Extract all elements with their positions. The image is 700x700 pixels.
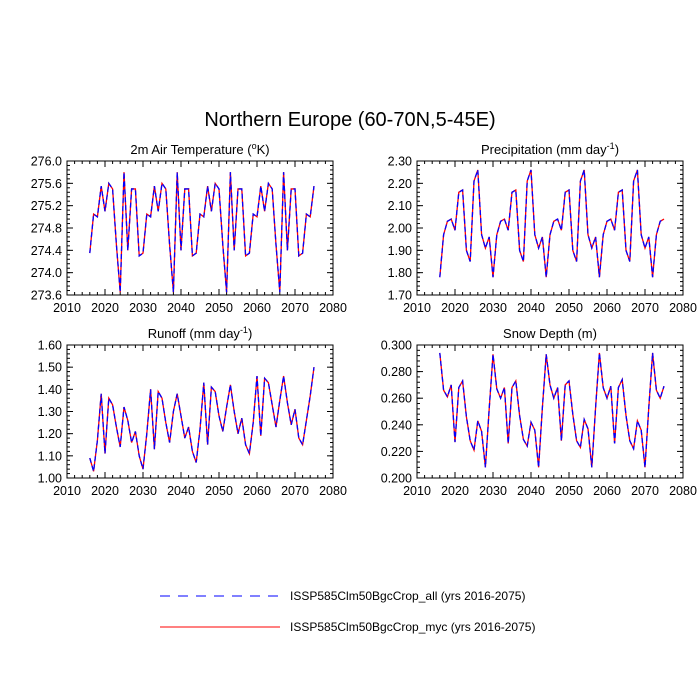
x-tick-label: 2050 — [205, 484, 233, 498]
x-tick-label: 2080 — [319, 484, 347, 498]
x-tick-label: 2040 — [167, 301, 195, 315]
y-tick-label: 2.30 — [388, 155, 412, 169]
panel-title: 2m Air Temperature (oK) — [130, 141, 269, 157]
legend-label: ISSP585Clm50BgcCrop_all (yrs 2016-2075) — [290, 589, 525, 603]
y-tick-label: 276.0 — [31, 155, 62, 169]
x-tick-label: 2080 — [319, 301, 347, 315]
x-tick-label: 2010 — [403, 301, 431, 315]
y-tick-label: 2.20 — [388, 177, 412, 191]
y-tick-label: 1.80 — [388, 266, 412, 280]
x-tick-label: 2080 — [669, 484, 697, 498]
x-tick-label: 2020 — [91, 301, 119, 315]
y-tick-label: 1.60 — [38, 339, 62, 353]
x-tick-label: 2070 — [281, 301, 309, 315]
x-tick-label: 2010 — [53, 484, 81, 498]
y-tick-label: 1.50 — [38, 361, 62, 375]
panels: 2m Air Temperature (oK) 2010 2020 2030 2040 2… — [31, 141, 697, 498]
panel-title: Runoff (mm day-1) — [148, 325, 253, 341]
y-tick-label: 0.280 — [381, 365, 412, 379]
y-tick-label: 2.10 — [388, 199, 412, 213]
series-line-all — [439, 169, 665, 278]
x-tick-label: 2030 — [479, 301, 507, 315]
panel-4: Snow Depth (m) 2010 2020 2030 2040 2050 2060 20… — [381, 326, 697, 498]
panel-title: Precipitation (mm day-1) — [481, 141, 619, 157]
legend: ISSP585Clm50BgcCrop_all (yrs 2016-2075) I… — [160, 589, 535, 634]
y-tick-label: 0.200 — [381, 472, 412, 486]
y-tick-label: 1.30 — [38, 405, 62, 419]
series-line-myc — [439, 352, 665, 468]
x-tick-label: 2070 — [631, 484, 659, 498]
x-tick-label: 2030 — [129, 301, 157, 315]
x-tick-label: 2040 — [167, 484, 195, 498]
plot-frame — [66, 344, 334, 479]
x-tick-label: 2080 — [669, 301, 697, 315]
y-tick-label: 1.20 — [38, 427, 62, 441]
x-tick-label: 2030 — [479, 484, 507, 498]
y-tick-label: 0.300 — [381, 339, 412, 353]
y-tick-label: 1.00 — [38, 472, 62, 486]
x-tick-label: 2040 — [517, 301, 545, 315]
x-tick-label: 2030 — [129, 484, 157, 498]
y-tick-label: 274.0 — [31, 266, 62, 280]
x-tick-label: 2020 — [441, 484, 469, 498]
x-tick-label: 2060 — [243, 484, 271, 498]
y-tick-label: 275.2 — [31, 199, 62, 213]
y-tick-label: 275.6 — [31, 177, 62, 191]
x-tick-label: 2050 — [205, 301, 233, 315]
figure-title: Northern Europe (60-70N,5-45E) — [204, 109, 495, 131]
y-tick-label: 2.00 — [388, 222, 412, 236]
y-tick-label: 274.8 — [31, 222, 62, 236]
y-tick-label: 273.6 — [31, 289, 62, 303]
x-tick-label: 2070 — [631, 301, 659, 315]
x-tick-label: 2060 — [243, 301, 271, 315]
plot-frame — [416, 344, 684, 479]
x-tick-label: 2050 — [555, 484, 583, 498]
y-tick-label: 274.4 — [31, 244, 62, 258]
panel-1: 2m Air Temperature (oK) 2010 2020 2030 2040 2… — [31, 141, 347, 315]
x-tick-label: 2060 — [593, 301, 621, 315]
x-tick-label: 2020 — [91, 484, 119, 498]
y-tick-label: 1.90 — [388, 244, 412, 258]
series-line-all — [89, 172, 315, 293]
panel-title: Snow Depth (m) — [503, 326, 597, 341]
x-tick-label: 2050 — [555, 301, 583, 315]
y-tick-label: 0.240 — [381, 418, 412, 432]
x-tick-label: 2040 — [517, 484, 545, 498]
panel-3: Runoff (mm day-1) 2010 2020 2030 2040 2050 206… — [38, 325, 347, 498]
panel-2: Precipitation (mm day-1) 2010 2020 2030 2040… — [388, 141, 697, 315]
x-tick-label: 2010 — [403, 484, 431, 498]
series-line-all — [439, 352, 665, 468]
x-tick-label: 2060 — [593, 484, 621, 498]
series-line-myc — [89, 367, 315, 472]
y-tick-label: 1.40 — [38, 383, 62, 397]
y-tick-label: 1.70 — [388, 289, 412, 303]
y-tick-label: 0.220 — [381, 445, 412, 459]
series-line-all — [89, 367, 315, 472]
plot-frame — [416, 160, 684, 296]
y-tick-label: 0.260 — [381, 392, 412, 406]
x-tick-label: 2020 — [441, 301, 469, 315]
x-tick-label: 2010 — [53, 301, 81, 315]
legend-label: ISSP585Clm50BgcCrop_myc (yrs 2016-2075) — [290, 620, 535, 634]
plot-frame — [66, 160, 334, 296]
x-tick-label: 2070 — [281, 484, 309, 498]
y-tick-label: 1.10 — [38, 449, 62, 463]
